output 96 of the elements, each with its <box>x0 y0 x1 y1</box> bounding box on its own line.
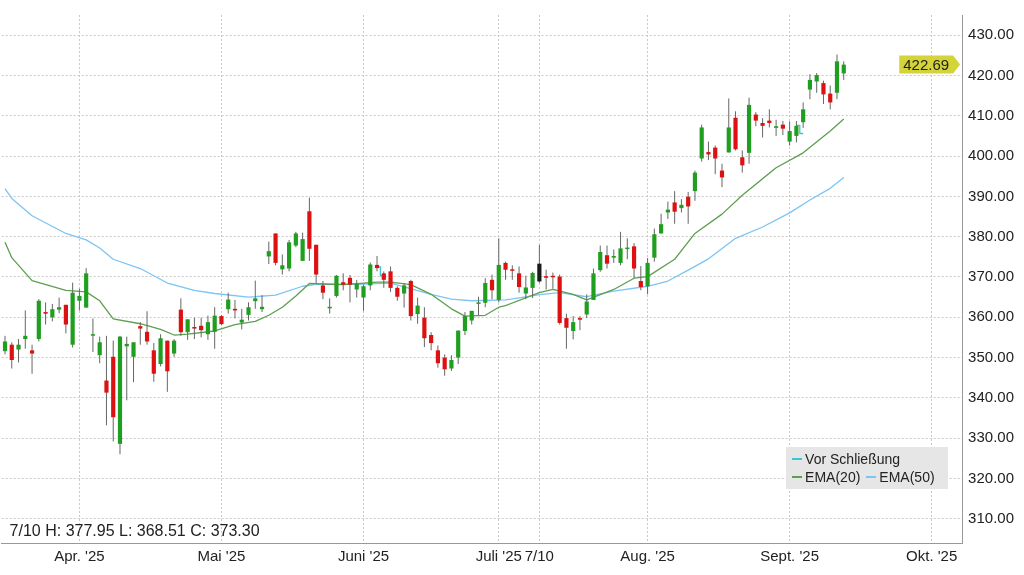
x-tick-label: 7/10 <box>524 547 554 565</box>
x-tick-label: Mai '25 <box>197 547 246 565</box>
candlestick <box>90 318 96 353</box>
candlestick <box>138 321 143 346</box>
candlestick <box>537 244 542 284</box>
candlestick <box>564 313 569 350</box>
x-tick-label: Okt. '25 <box>906 547 958 565</box>
legend-label: EMA(20) <box>805 469 861 485</box>
y-tick-label: 330.00 <box>968 428 1015 446</box>
candlestick <box>780 120 785 136</box>
candlestick <box>361 284 366 312</box>
candlestick <box>794 120 799 143</box>
candlestick <box>388 266 393 293</box>
y-tick-label: 350.00 <box>968 347 1015 365</box>
candlestick <box>814 72 819 94</box>
candlestick <box>571 315 576 340</box>
candlestick <box>429 331 434 351</box>
candlestick <box>489 274 495 300</box>
candlestick <box>131 341 136 383</box>
candlestick <box>577 315 583 331</box>
candlestick <box>57 297 62 314</box>
candlestick <box>516 266 522 294</box>
candlestick <box>415 297 420 325</box>
y-tick-label: 340.00 <box>968 388 1015 406</box>
candlestick <box>652 228 657 263</box>
candlestick <box>692 170 698 202</box>
legend-label: Vor Schließung <box>805 451 901 467</box>
y-tick-label: 360.00 <box>968 307 1015 325</box>
y-tick-label: 400.00 <box>968 146 1015 164</box>
candlestick <box>29 344 35 375</box>
candlestick <box>645 257 650 295</box>
candlestick <box>239 308 244 330</box>
y-tick-label: 310.00 <box>968 508 1015 526</box>
candlestick <box>638 265 643 291</box>
candlestick <box>104 335 109 426</box>
candlestick <box>787 120 792 147</box>
candlestick <box>483 277 488 308</box>
candlestick <box>598 245 603 273</box>
candlestick <box>760 117 765 139</box>
candlestick <box>422 306 427 348</box>
candlestick <box>462 311 468 336</box>
candlestick <box>740 149 745 174</box>
candlestick <box>43 301 48 326</box>
candlestick <box>246 301 251 322</box>
candlestick <box>442 353 447 377</box>
annotation: 422.69 <box>903 55 950 73</box>
candlestick <box>672 190 677 225</box>
x-tick-label: Juni '25 <box>337 547 390 565</box>
x-tick-label: Apr. '25 <box>54 547 105 565</box>
candlestick <box>347 274 353 303</box>
y-tick-label: 370.00 <box>968 267 1015 285</box>
candlestick <box>178 297 183 337</box>
candlestick <box>253 280 258 310</box>
candlestick <box>435 345 440 369</box>
candlestick <box>544 269 549 290</box>
candlestick <box>205 315 211 341</box>
annotation: 7/10 H: 377.95 L: 368.51 C: 373.30 <box>9 522 260 540</box>
candlestick <box>807 73 813 100</box>
legend-label: EMA(50) <box>879 469 935 485</box>
candlestick <box>401 282 407 309</box>
candlestick <box>631 242 637 279</box>
x-tick-label: Juli '25 <box>475 547 522 565</box>
x-tick-label: Sept. '25 <box>760 547 820 565</box>
candlestick <box>774 119 779 137</box>
candlestick <box>280 253 285 276</box>
candlestick <box>16 338 21 363</box>
candlestick <box>97 336 102 364</box>
candlestick <box>618 231 623 266</box>
y-tick-label: 420.00 <box>968 65 1015 83</box>
candlestick <box>476 296 481 316</box>
candlestick <box>503 261 508 281</box>
candlestick <box>9 341 14 369</box>
y-tick-label: 390.00 <box>968 186 1015 204</box>
candlestick <box>368 261 373 291</box>
candlestick <box>706 141 711 161</box>
candlestick <box>63 304 68 334</box>
candlestick <box>523 275 528 300</box>
y-tick-label: 380.00 <box>968 226 1015 244</box>
candlestick <box>212 306 217 350</box>
candlestick <box>300 232 305 262</box>
y-tick-label: 320.00 <box>968 468 1015 486</box>
candlestick <box>334 274 339 299</box>
candlestick <box>801 101 806 129</box>
candlestick <box>192 317 197 340</box>
candlestick <box>821 80 826 105</box>
candlestick <box>266 241 271 265</box>
y-tick-label: 430.00 <box>968 25 1015 43</box>
candlestick <box>2 335 8 355</box>
candlestick <box>530 271 535 299</box>
x-tick-label: Aug. '25 <box>620 547 675 565</box>
candlestick <box>320 280 326 300</box>
y-tick-label: 410.00 <box>968 105 1015 123</box>
candlestick <box>185 318 190 341</box>
candlestick <box>604 245 610 270</box>
candlestick <box>151 342 156 383</box>
candlestick <box>77 288 82 311</box>
